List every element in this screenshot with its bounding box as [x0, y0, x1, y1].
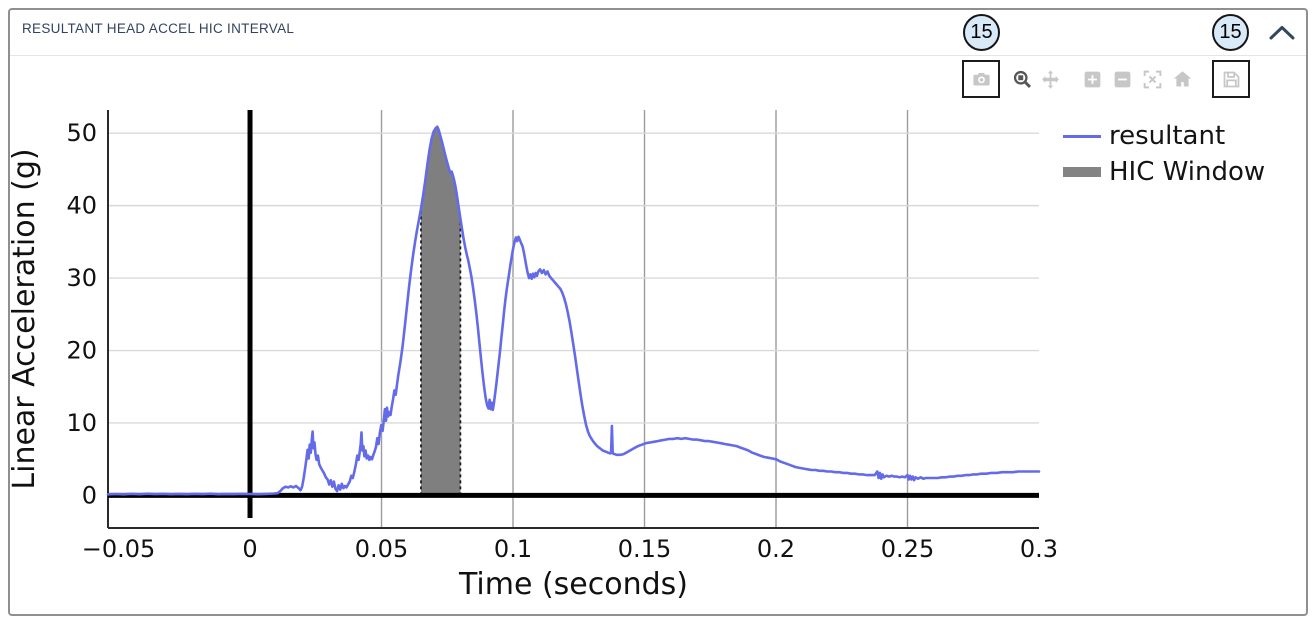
header-separator: [10, 55, 1306, 56]
legend-item-hic-window[interactable]: HIC Window: [1063, 157, 1265, 187]
legend-item-resultant[interactable]: resultant: [1063, 121, 1265, 151]
legend: resultant HIC Window: [1063, 121, 1265, 193]
y-tick-label: 30: [66, 264, 97, 292]
x-axis-label: Time (seconds): [458, 567, 688, 602]
x-tick-label: 0.2: [757, 535, 795, 563]
y-tick-label: 10: [66, 409, 97, 437]
legend-label-hic-window: HIC Window: [1109, 157, 1266, 187]
y-axis-label: Linear Acceleration (g): [7, 148, 42, 489]
camera-icon: [972, 72, 990, 85]
annotation-badge-save: 15: [1212, 14, 1249, 51]
collapse-button[interactable]: [1268, 24, 1296, 42]
save-icon: [1223, 71, 1239, 87]
save-button[interactable]: [1212, 60, 1250, 98]
camera-button[interactable]: [962, 60, 1000, 98]
modebar: [962, 60, 1250, 98]
home-icon: [1173, 70, 1191, 86]
zoom-icon: [1013, 70, 1031, 88]
y-tick-label: 0: [82, 481, 97, 509]
pan-icon: [1041, 69, 1059, 89]
hic-window-swatch: [1063, 167, 1101, 177]
x-tick-label: 0.1: [494, 535, 532, 563]
autoscale-icon: [1143, 70, 1161, 88]
zoom-out-icon: [1114, 71, 1130, 87]
resultant-curve: [106, 125, 1041, 496]
legend-label-resultant: resultant: [1109, 121, 1226, 151]
y-tick-label: 20: [66, 337, 97, 365]
x-tick-label: 0.25: [881, 535, 934, 563]
hic-interval-panel: [8, 8, 1308, 616]
y-tick-label: 40: [66, 192, 97, 220]
y-tick-label: 50: [66, 119, 97, 147]
zoom-in-button[interactable]: [1080, 67, 1104, 91]
pan-button[interactable]: [1038, 67, 1062, 91]
zoom-out-button[interactable]: [1110, 67, 1134, 91]
annotation-badge-camera: 15: [963, 14, 1000, 51]
x-tick-label: 0.3: [1020, 535, 1058, 563]
chevron-up-icon: [1269, 26, 1295, 40]
zoom-button[interactable]: [1010, 67, 1034, 91]
home-button[interactable]: [1170, 67, 1194, 91]
x-tick-label: −0.05: [82, 535, 156, 563]
x-tick-label: 0: [242, 535, 257, 563]
autoscale-button[interactable]: [1140, 67, 1164, 91]
panel-title: RESULTANT HEAD ACCEL HIC INTERVAL: [22, 21, 295, 36]
x-tick-label: 0.15: [618, 535, 671, 563]
zoom-in-icon: [1084, 71, 1100, 87]
resultant-line-swatch: [1063, 134, 1101, 138]
x-tick-label: 0.05: [355, 535, 408, 563]
hic-window-region: [420, 126, 461, 496]
